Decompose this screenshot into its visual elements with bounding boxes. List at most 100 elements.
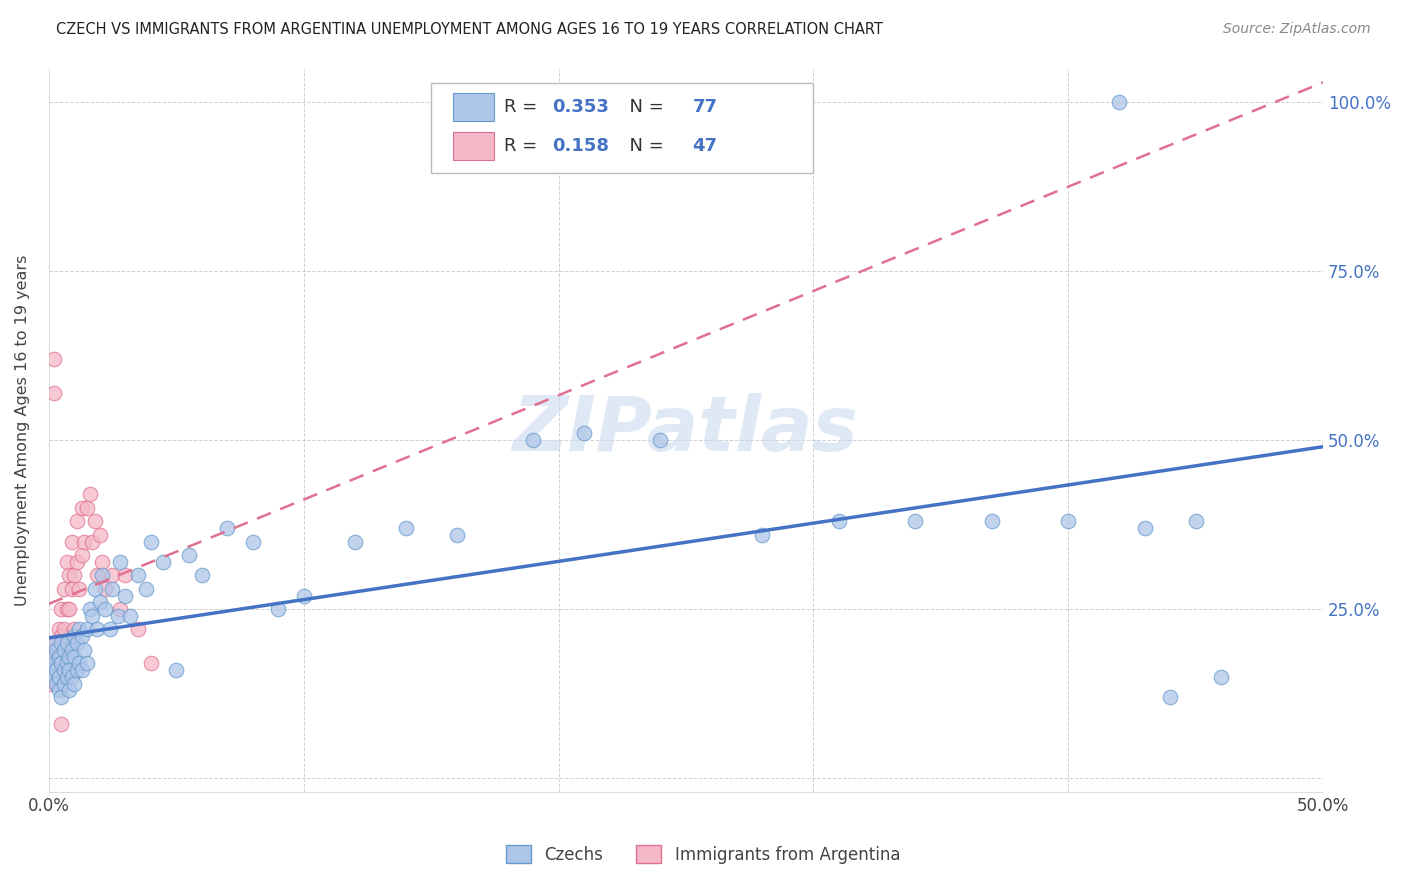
Point <box>53 582 76 596</box>
Point <box>79 487 101 501</box>
Text: N =: N = <box>619 98 669 116</box>
Point <box>89 528 111 542</box>
Point <box>94 582 117 596</box>
Point <box>53 642 76 657</box>
Point <box>60 642 83 657</box>
Point <box>55 602 77 616</box>
Point <box>70 663 93 677</box>
Point <box>89 595 111 609</box>
Point <box>83 514 105 528</box>
Point <box>55 657 77 671</box>
Point <box>127 568 149 582</box>
Point <box>48 670 70 684</box>
Point <box>67 657 90 671</box>
Point <box>828 514 851 528</box>
Point <box>51 657 73 671</box>
Bar <box>453 132 494 160</box>
Text: R =: R = <box>503 136 543 155</box>
Point <box>1211 670 1233 684</box>
Point <box>67 623 90 637</box>
Point <box>55 636 77 650</box>
Point <box>1108 95 1130 110</box>
Text: N =: N = <box>619 136 669 155</box>
Point <box>45 676 67 690</box>
Point <box>63 568 86 582</box>
Point <box>292 589 315 603</box>
Point <box>98 623 121 637</box>
Point <box>63 629 86 643</box>
Text: 47: 47 <box>692 136 717 155</box>
Point <box>66 636 89 650</box>
Point <box>217 521 239 535</box>
Point <box>80 609 103 624</box>
Point <box>67 582 90 596</box>
Point <box>55 555 77 569</box>
Point <box>48 670 70 684</box>
Point <box>139 534 162 549</box>
Point <box>51 690 73 704</box>
Point <box>1184 514 1206 528</box>
Point <box>107 609 129 624</box>
Point <box>58 683 80 698</box>
Point <box>91 555 114 569</box>
Point <box>177 548 200 562</box>
Point <box>42 670 65 684</box>
Point <box>108 602 131 616</box>
Point <box>76 500 98 515</box>
Point <box>42 649 65 664</box>
Point <box>63 649 86 664</box>
Point <box>45 657 67 671</box>
Text: 77: 77 <box>692 98 717 116</box>
Point <box>980 514 1002 528</box>
Point <box>39 636 62 650</box>
Point <box>650 434 672 448</box>
Point <box>139 657 162 671</box>
Point <box>267 602 290 616</box>
Point <box>152 555 174 569</box>
Point <box>135 582 157 596</box>
Point <box>51 629 73 643</box>
Point <box>73 642 96 657</box>
Point <box>58 642 80 657</box>
Point <box>1133 521 1156 535</box>
Point <box>522 434 544 448</box>
Y-axis label: Unemployment Among Ages 16 to 19 years: Unemployment Among Ages 16 to 19 years <box>15 254 30 606</box>
Point <box>86 568 108 582</box>
Text: Source: ZipAtlas.com: Source: ZipAtlas.com <box>1223 22 1371 37</box>
Point <box>76 623 98 637</box>
Point <box>39 657 62 671</box>
Point <box>108 555 131 569</box>
Point <box>42 352 65 367</box>
Point <box>904 514 927 528</box>
Point <box>42 386 65 401</box>
Point <box>76 657 98 671</box>
Point <box>114 589 136 603</box>
Point <box>66 555 89 569</box>
Point <box>127 623 149 637</box>
Point <box>60 670 83 684</box>
Point <box>53 676 76 690</box>
Point <box>42 636 65 650</box>
Point <box>83 582 105 596</box>
Point <box>39 676 62 690</box>
Point <box>48 649 70 664</box>
Text: 0.158: 0.158 <box>553 136 609 155</box>
Point <box>101 568 124 582</box>
Point <box>73 534 96 549</box>
Point <box>51 602 73 616</box>
Point <box>51 636 73 650</box>
Point <box>94 602 117 616</box>
Point <box>53 663 76 677</box>
Text: ZIPatlas: ZIPatlas <box>513 393 859 467</box>
Point <box>572 426 595 441</box>
Point <box>91 568 114 582</box>
Point <box>39 649 62 664</box>
Point <box>190 568 212 582</box>
Point <box>751 528 773 542</box>
Text: CZECH VS IMMIGRANTS FROM ARGENTINA UNEMPLOYMENT AMONG AGES 16 TO 19 YEARS CORREL: CZECH VS IMMIGRANTS FROM ARGENTINA UNEMP… <box>56 22 883 37</box>
Point <box>70 629 93 643</box>
Point <box>58 602 80 616</box>
Point <box>86 623 108 637</box>
Point <box>80 534 103 549</box>
Point <box>66 514 89 528</box>
